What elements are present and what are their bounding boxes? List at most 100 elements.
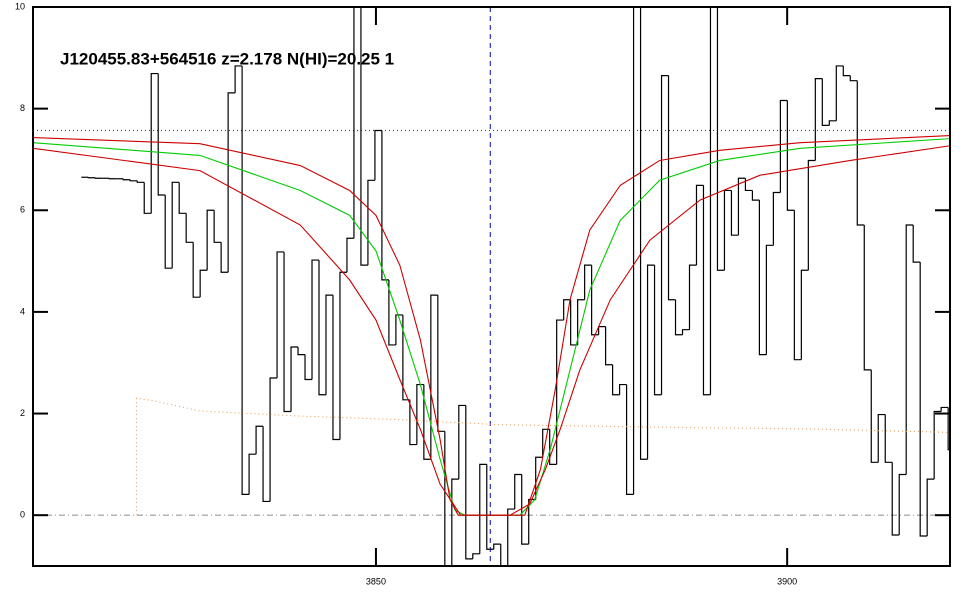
flux-bin — [129, 179, 138, 182]
flux-bin — [339, 271, 347, 440]
flux-bin — [695, 184, 704, 266]
flux-bin — [891, 462, 900, 536]
flux-bin — [800, 269, 809, 360]
model-curve — [33, 138, 950, 516]
flux-bin — [835, 65, 844, 121]
flux-bin — [751, 190, 760, 201]
flux-bin — [465, 405, 473, 560]
flux-bin — [653, 265, 662, 396]
flux-bin — [612, 364, 620, 396]
flux-bin — [374, 129, 382, 181]
flux-bin — [744, 178, 753, 192]
flux-bin — [793, 210, 802, 361]
flux-bin — [926, 478, 935, 537]
flux-bin — [227, 92, 236, 273]
flux-bin — [185, 213, 194, 243]
flux-bin — [164, 195, 173, 269]
y-tick-label: 6 — [20, 205, 25, 215]
flux-bin — [772, 191, 781, 246]
flux-bin — [577, 299, 585, 345]
flux-bin — [332, 295, 340, 441]
flux-bin — [283, 251, 292, 413]
flux-bin — [248, 453, 257, 495]
flux-bin — [765, 244, 774, 355]
model-curve — [33, 145, 950, 516]
flux-bin — [709, 7, 712, 395]
flux-bin — [262, 426, 271, 503]
flux-bin — [528, 498, 536, 545]
flux-bin — [234, 65, 243, 93]
flux-bin — [870, 369, 879, 463]
flux-bin — [108, 178, 117, 180]
flux-bin — [297, 346, 306, 356]
flux-bin — [919, 262, 928, 537]
flux-bin — [702, 185, 711, 396]
y-tick-label: 2 — [20, 408, 25, 418]
flux-bin — [458, 404, 466, 480]
flux-bin — [521, 474, 529, 545]
flux-bin — [940, 406, 949, 412]
flux-bin — [500, 544, 502, 566]
flux-bin — [786, 100, 795, 211]
flux-bin — [591, 265, 599, 336]
flux-bin — [814, 78, 823, 161]
flux-bin — [255, 425, 264, 455]
flux-bin — [779, 99, 788, 193]
x-tick-label: 3900 — [777, 576, 797, 586]
flux-bin — [535, 456, 543, 500]
flux-bin — [605, 326, 613, 366]
flux-bin — [507, 508, 515, 566]
flux-bin — [849, 75, 858, 82]
flux-bin — [199, 269, 208, 298]
flux-bin — [884, 414, 893, 463]
flux-bin — [409, 399, 417, 446]
flux-bin — [171, 181, 180, 269]
flux-bin — [667, 75, 676, 301]
flux-bin — [723, 189, 732, 271]
y-tick-label: 0 — [20, 510, 25, 520]
flux-bin — [304, 354, 313, 381]
flux-bin — [563, 299, 571, 321]
flux-bin — [905, 224, 914, 475]
flux-bin — [660, 75, 669, 395]
flux-bin — [639, 7, 648, 460]
flux-bin — [381, 130, 389, 281]
flux-bin — [157, 73, 166, 196]
flux-bin — [863, 225, 872, 371]
flux-bin — [807, 159, 816, 271]
flux-bin — [898, 473, 907, 536]
flux-bin — [674, 299, 683, 336]
flux-bin — [311, 259, 319, 380]
flux-bin — [570, 299, 578, 346]
flux-bin — [856, 80, 865, 226]
flux-bin — [730, 190, 739, 236]
flux-bin — [388, 279, 396, 346]
flux-bin — [842, 65, 851, 77]
flux-bin — [416, 383, 424, 445]
flux-bin — [472, 553, 480, 559]
flux-bin — [681, 329, 690, 335]
flux-bin — [514, 473, 522, 510]
flux-bin — [87, 177, 96, 179]
model-error — [136, 397, 950, 516]
flux-bin — [430, 294, 438, 460]
flux-bin — [828, 120, 837, 126]
flux-bin — [122, 178, 131, 181]
flux-bin — [367, 179, 375, 266]
flux-bin — [269, 377, 278, 502]
flux-bin — [598, 326, 606, 335]
flux-bin — [632, 7, 635, 495]
flux-bin — [276, 251, 285, 378]
flux-bin — [451, 478, 459, 566]
flux-bin — [625, 384, 634, 495]
flux-bin — [402, 314, 410, 401]
model-curve — [33, 135, 950, 516]
flux-bin — [192, 242, 201, 298]
y-tick-label: 4 — [20, 306, 25, 316]
flux-bin — [646, 264, 655, 460]
flux-bin — [290, 346, 299, 412]
flux-bin — [353, 7, 355, 239]
flux-bin — [688, 264, 697, 330]
flux-bin — [549, 429, 557, 465]
flux-bin — [933, 410, 942, 480]
